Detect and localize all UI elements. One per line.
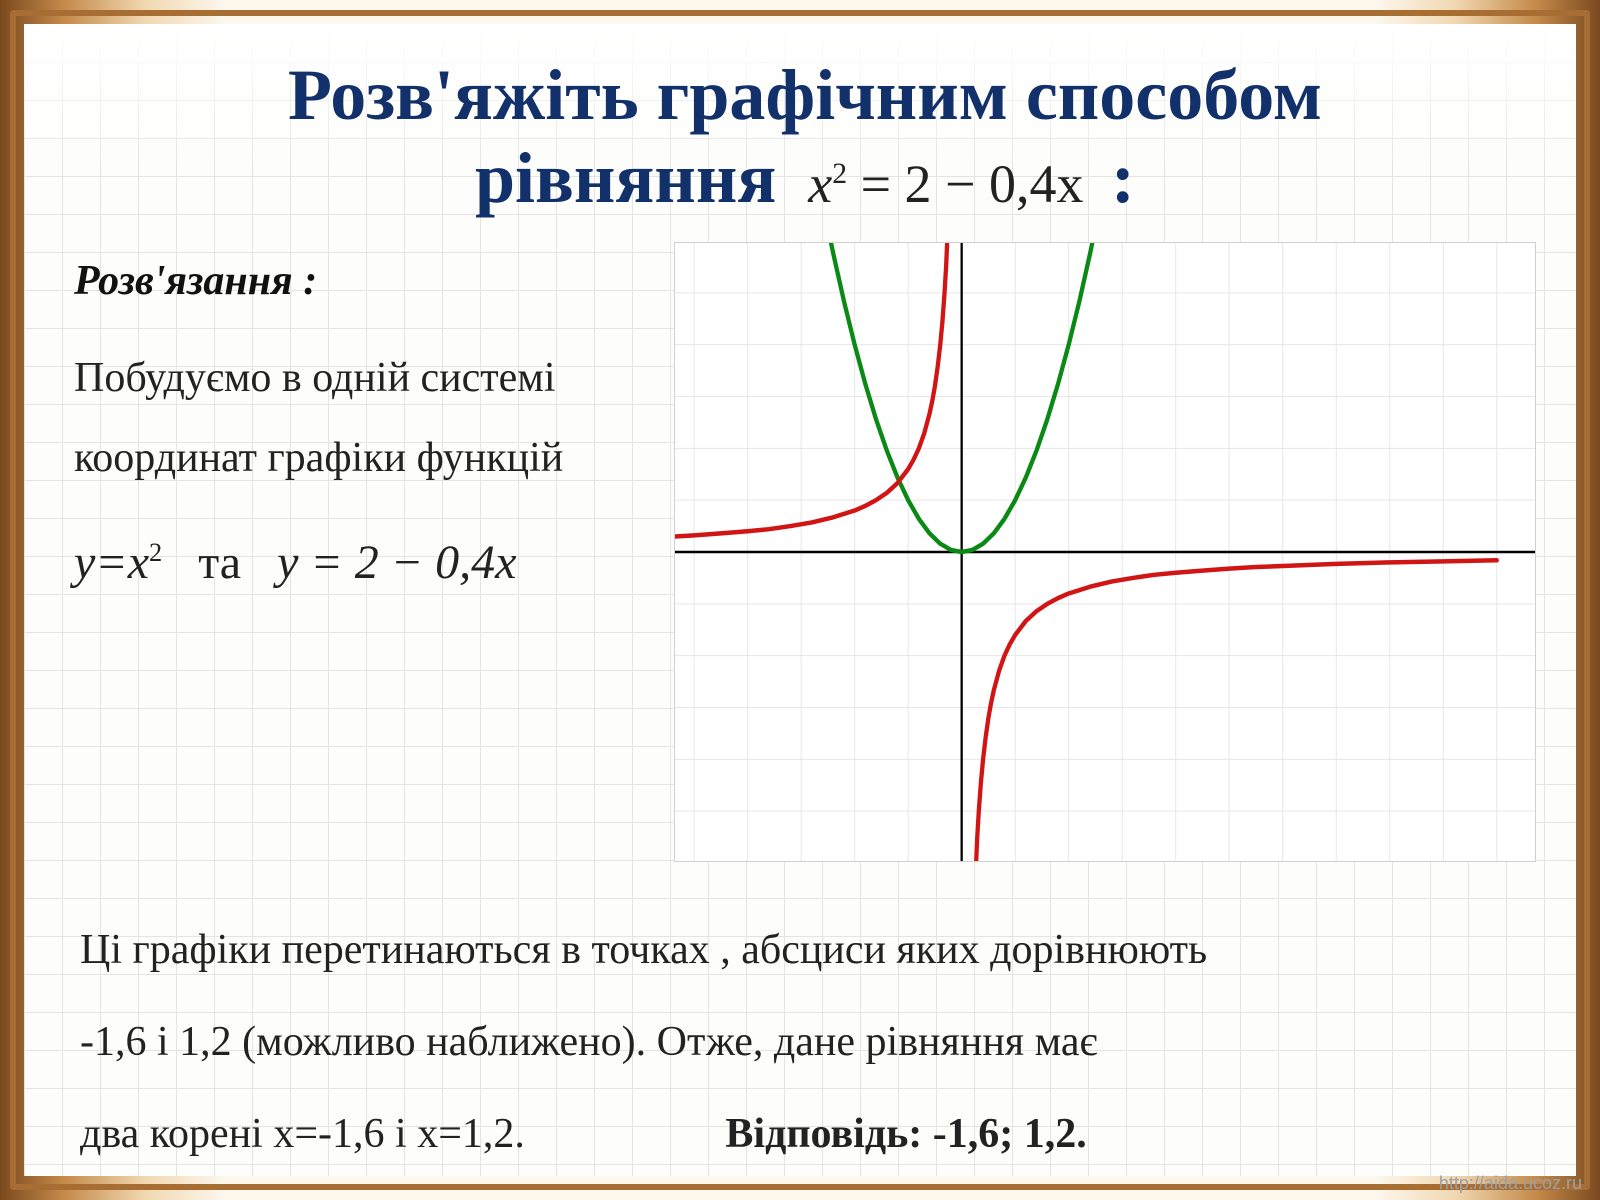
chart [674, 242, 1536, 862]
answer-text: Відповідь: -1,6; 1,2. [725, 1111, 1086, 1157]
title-equation: x2 = 2 − 0,4x [794, 154, 1111, 214]
left-line-2: координат графіки функцій [74, 419, 654, 499]
title-line-1: Розв'яжіть графічним способом [288, 55, 1322, 135]
functions-line: y=x2 та y = 2 − 0,4x [74, 517, 654, 608]
conclusion-text: Ці графіки перетинаються в точках , абсц… [74, 904, 1536, 1181]
page-title: Розв'яжіть графічним способом рівняння x… [74, 54, 1536, 220]
content-area: Розв'яжіть графічним способом рівняння x… [24, 24, 1576, 1176]
foot-line-2: -1,6 і 1,2 (можливо наближено). Отже, да… [80, 996, 1536, 1088]
foot-line-3: два корені x=-1,6 і x=1,2. Відповідь: -1… [80, 1088, 1536, 1180]
func2: y = 2 − 0,4x [277, 536, 516, 589]
watermark: http://aida.ucoz.ru [1439, 1173, 1582, 1194]
and-word: та [198, 536, 241, 589]
func1: y=x2 [74, 536, 162, 589]
left-line-1: Побудуємо в одній системі [74, 339, 654, 419]
solution-label: Розв'язання : [74, 242, 654, 322]
title-colon: : [1111, 138, 1135, 218]
solution-text: Розв'язання : Побудуємо в одній системі … [74, 242, 654, 609]
chart-svg [675, 243, 1535, 861]
title-line-2-prefix: рівняння [475, 138, 776, 218]
foot-line-1: Ці графіки перетинаються в точках , абсц… [80, 904, 1536, 996]
slide-frame: Розв'яжіть графічним способом рівняння x… [0, 0, 1600, 1200]
